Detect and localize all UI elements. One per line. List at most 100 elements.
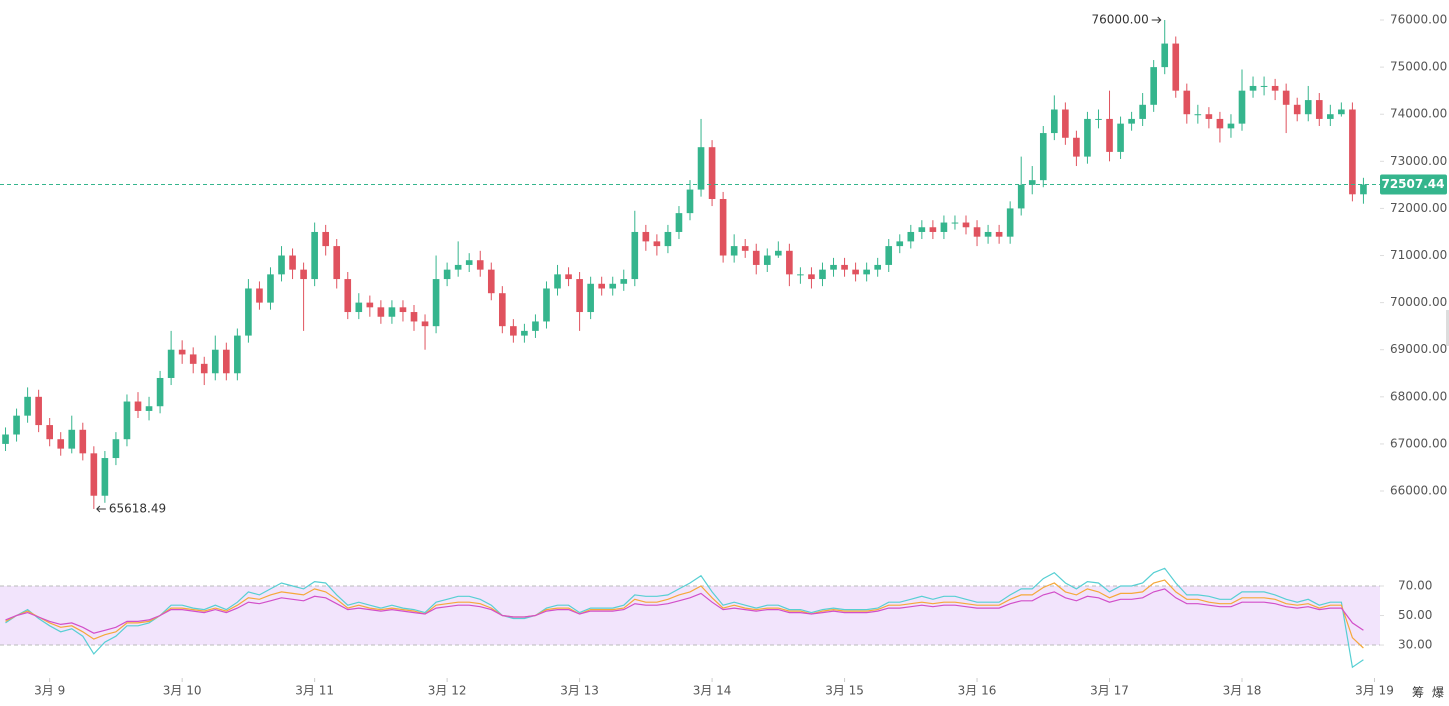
candle-body (841, 264, 848, 270)
y-tick-label: 76000.00 (1390, 13, 1447, 27)
y-tick-label: 70.00 (1398, 578, 1432, 592)
candle-body (13, 415, 20, 435)
y-tick-label: 72000.00 (1390, 201, 1447, 215)
candle-body (333, 246, 341, 280)
x-tick-label: 3月 9 (34, 684, 65, 698)
x-tick-label: 3月 18 (1223, 684, 1262, 698)
candle-body (1095, 118, 1102, 120)
candle-body (1282, 90, 1290, 105)
candle-body (896, 241, 904, 247)
candle-body (1183, 90, 1191, 115)
y-tick-label: 30.00 (1398, 638, 1432, 652)
toolbar-icon[interactable]: 爆 (1432, 686, 1444, 700)
candle-body (476, 260, 484, 270)
candle-body (465, 260, 473, 265)
candle-body (852, 269, 859, 275)
candle-body (1128, 118, 1135, 124)
candle-body (289, 255, 296, 270)
candle-body (178, 349, 186, 355)
candle-body (775, 250, 782, 256)
candle-body (808, 274, 815, 280)
candle-body (267, 274, 274, 303)
candle-body (300, 269, 307, 280)
candle-body (752, 250, 760, 265)
candle-body (443, 269, 451, 280)
candle-body (1139, 104, 1146, 119)
candle-body (719, 198, 727, 256)
candle-body (984, 231, 992, 237)
y-tick-label: 66000.00 (1390, 484, 1447, 498)
candle-body (962, 222, 970, 228)
rsi-band (0, 585, 1380, 646)
candle-body (1028, 180, 1036, 185)
candle-body (1205, 114, 1213, 119)
candle-body (79, 429, 87, 454)
candle-body (1051, 109, 1058, 134)
candle-body (874, 264, 881, 270)
y-tick-label: 69000.00 (1390, 342, 1447, 356)
candle-body (223, 349, 230, 374)
candle-body (432, 279, 440, 327)
x-tick-label: 3月 19 (1355, 684, 1394, 698)
candle-body (620, 279, 628, 284)
y-tick-label: 74000.00 (1390, 107, 1447, 121)
candle-body (863, 269, 870, 275)
rsi-line (5, 579, 1364, 649)
candle-body (1084, 118, 1091, 157)
candle-body (245, 288, 252, 336)
candle-body (200, 363, 208, 374)
x-tick-label: 3月 15 (825, 684, 864, 698)
candle-body (256, 288, 263, 303)
candle-body (322, 231, 329, 247)
candle-body (112, 439, 120, 459)
y-tick-label: 50.00 (1398, 608, 1432, 622)
toolbar-icon[interactable]: 筹 (1412, 686, 1424, 700)
candle-body (819, 269, 826, 280)
candle-body (90, 453, 98, 496)
candle-body (686, 189, 694, 214)
candle-body (377, 307, 385, 317)
candle-body (918, 227, 926, 232)
candle-body (35, 396, 42, 426)
candle-body (278, 255, 285, 275)
candle-body (653, 241, 661, 247)
x-tick-label: 3月 17 (1090, 684, 1129, 698)
candle-body (24, 396, 31, 416)
candle-body (1172, 43, 1180, 91)
candle-body (951, 222, 959, 224)
candle-body (1062, 109, 1069, 138)
candle-body (1150, 67, 1157, 105)
candle-body (697, 147, 705, 190)
candle-body (763, 255, 771, 265)
annotation-arrow (96, 505, 106, 513)
candle-body (134, 401, 142, 411)
candle-body (642, 231, 650, 242)
candle-body (234, 335, 241, 374)
candle-body (631, 231, 639, 280)
y-tick-label: 70000.00 (1390, 295, 1447, 309)
candle-body (576, 279, 583, 313)
candle-body (1238, 90, 1246, 124)
candle-body (1039, 133, 1047, 181)
candle-body (995, 231, 1003, 237)
annotation: 76000.00 (1091, 13, 1148, 27)
candle-body (730, 246, 738, 256)
y-tick-label: 68000.00 (1390, 389, 1447, 403)
candle-body (388, 307, 396, 317)
candle-body (2, 434, 9, 444)
candle-body (399, 307, 407, 313)
candle-body (786, 250, 793, 275)
candle-body (1227, 123, 1235, 129)
candle-body (68, 429, 76, 449)
scroll-handle[interactable] (1446, 310, 1449, 346)
candle-body (708, 147, 716, 199)
candle-body (1249, 85, 1257, 91)
candle-body (1260, 85, 1268, 87)
candle-body (454, 264, 462, 270)
candle-body (355, 302, 363, 313)
candle-body (156, 377, 164, 407)
candle-body (211, 349, 219, 374)
candle-body (410, 312, 418, 322)
rsi-line (5, 567, 1364, 669)
